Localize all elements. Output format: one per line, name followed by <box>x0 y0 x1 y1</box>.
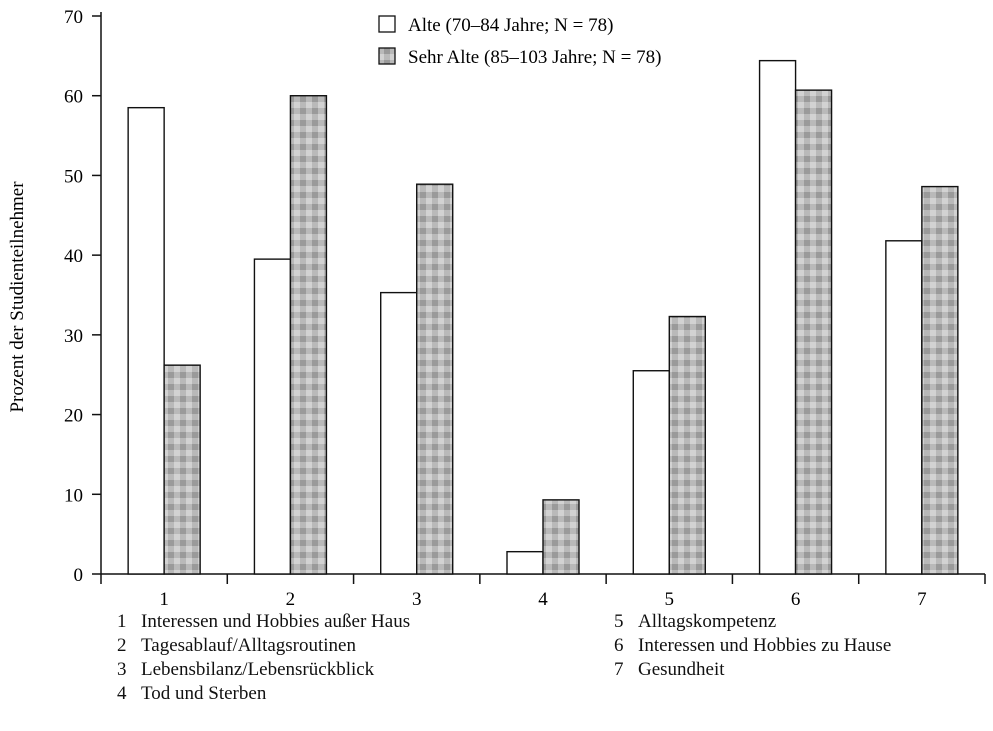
category-key-label: Tagesablauf/Alltagsroutinen <box>141 635 356 656</box>
category-key-label: Gesundheit <box>638 659 725 680</box>
category-key-item-1: 1 Interessen und Hobbies außer Haus <box>117 610 410 634</box>
bar-alte <box>632 370 670 575</box>
bar-sehr-alte <box>163 364 201 575</box>
legend: Alte (70–84 Jahre; N = 78) Sehr Alte (85–… <box>378 15 661 68</box>
legend-label-alte: Alte (70–84 Jahre; N = 78) <box>408 15 613 36</box>
bar-alte <box>380 291 418 575</box>
bar-alte <box>253 258 292 575</box>
x-tick-label: 7 <box>917 589 927 610</box>
category-key-right: 5 Alltagskompetenz 6 Interessen und Hobbie… <box>614 610 891 682</box>
bar-sehr-alte <box>921 185 959 575</box>
x-tick-label: 3 <box>412 589 422 610</box>
category-key-number: 2 <box>117 635 127 656</box>
bar-alte <box>758 59 797 575</box>
legend-label-sehr-alte: Sehr Alte (85–103 Jahre; N = 78) <box>408 47 661 68</box>
x-tick-label: 2 <box>286 589 296 610</box>
category-key-item-2: 2 Tagesablauf/Alltagsroutinen <box>117 634 410 658</box>
category-key-number: 5 <box>614 611 624 632</box>
y-tick-label: 0 <box>74 565 84 586</box>
legend-swatch-sehr-alte <box>378 47 396 65</box>
y-tick-label: 40 <box>64 246 83 267</box>
ticks: 0 10 20 30 40 50 60 70 1 2 3 4 5 6 7 <box>64 7 986 610</box>
category-key-item-6: 6 Interessen und Hobbies zu Hause <box>614 634 891 658</box>
bar-sehr-alte <box>542 499 580 575</box>
category-key-number: 3 <box>117 659 127 680</box>
x-tick-label: 4 <box>538 589 548 610</box>
x-tick-label: 1 <box>159 589 169 610</box>
y-tick-label: 50 <box>64 166 83 187</box>
bar-sehr-alte <box>794 89 833 575</box>
bar-alte <box>127 106 165 575</box>
bar-alte <box>506 550 544 575</box>
axes <box>100 12 985 575</box>
x-tick-label: 5 <box>665 589 675 610</box>
category-key-item-3: 3 Lebensbilanz/Lebensrückblick <box>117 658 410 682</box>
y-tick-label: 60 <box>64 87 83 108</box>
category-key-left: 1 Interessen und Hobbies außer Haus 2 Tage… <box>117 610 410 706</box>
bar-sehr-alte <box>668 315 706 575</box>
bar-sehr-alte <box>416 183 454 575</box>
legend-swatch-alte <box>378 15 396 33</box>
category-key-label: Interessen und Hobbies außer Haus <box>141 611 411 632</box>
y-axis-title: Prozent der Studienteilnehmer <box>7 181 28 413</box>
y-tick-label: 20 <box>64 406 83 427</box>
category-key-label: Alltagskompetenz <box>638 611 777 632</box>
category-key-item-4: 4 Tod und Sterben <box>117 682 410 706</box>
x-tick-label: 6 <box>791 589 801 610</box>
category-key-number: 7 <box>614 659 624 680</box>
bar-sehr-alte <box>289 95 328 575</box>
bar-alte <box>885 240 923 575</box>
category-key-label: Interessen und Hobbies zu Hause <box>638 635 892 656</box>
y-tick-label: 70 <box>64 7 83 28</box>
category-key-label: Tod und Sterben <box>141 683 267 704</box>
category-key-number: 4 <box>117 683 127 704</box>
y-tick-label: 30 <box>64 326 83 347</box>
category-key-number: 1 <box>117 611 127 632</box>
category-key-item-7: 7 Gesundheit <box>614 658 891 682</box>
category-key-number: 6 <box>614 635 624 656</box>
category-key-label: Lebensbilanz/Lebensrückblick <box>141 659 375 680</box>
bars <box>127 59 959 575</box>
category-key-item-5: 5 Alltagskompetenz <box>614 610 891 634</box>
y-tick-label: 10 <box>64 485 83 506</box>
